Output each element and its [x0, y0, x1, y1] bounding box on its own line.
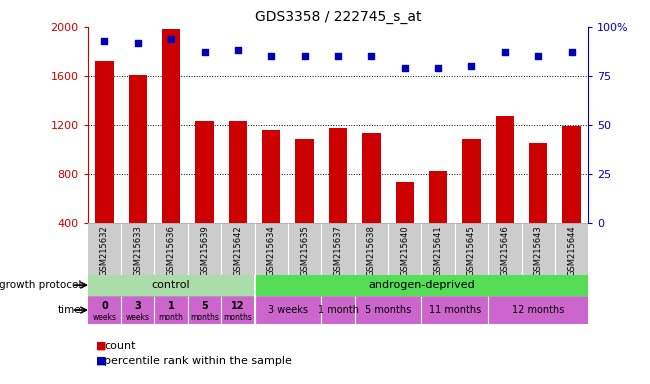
Point: [533, 53, 543, 59]
Text: count: count: [104, 341, 135, 351]
Bar: [88, 275, 255, 296]
Point: [99, 38, 110, 44]
Bar: [462, 139, 480, 272]
Bar: [162, 29, 180, 272]
Text: control: control: [152, 280, 190, 290]
Text: GSM215638: GSM215638: [367, 225, 376, 276]
Point: [300, 53, 310, 59]
Point: [566, 49, 577, 55]
Point: [433, 65, 443, 71]
Point: [400, 65, 410, 71]
Text: ■: ■: [96, 341, 106, 351]
Text: 1: 1: [168, 301, 175, 311]
Text: 1 month: 1 month: [317, 305, 359, 315]
Bar: [496, 116, 514, 272]
Text: ■: ■: [96, 356, 106, 366]
Text: 5 months: 5 months: [365, 305, 411, 315]
Text: 3: 3: [135, 301, 141, 311]
Point: [233, 47, 243, 53]
Text: GSM215642: GSM215642: [233, 225, 242, 276]
Text: weeks: weeks: [92, 313, 116, 322]
Text: GSM215643: GSM215643: [534, 225, 543, 276]
Text: 0: 0: [101, 301, 108, 311]
Bar: [96, 61, 114, 272]
Text: percentile rank within the sample: percentile rank within the sample: [104, 356, 292, 366]
Text: 3 weeks: 3 weeks: [268, 305, 308, 315]
Point: [466, 63, 476, 69]
Text: GSM215633: GSM215633: [133, 225, 142, 276]
Text: GSM215641: GSM215641: [434, 225, 443, 276]
Text: GSM215639: GSM215639: [200, 225, 209, 276]
Text: months: months: [224, 313, 252, 322]
Point: [500, 49, 510, 55]
Text: GSM215637: GSM215637: [333, 225, 343, 276]
Bar: [229, 121, 247, 272]
Bar: [255, 275, 588, 296]
Text: GSM215636: GSM215636: [166, 225, 176, 276]
Point: [133, 40, 143, 46]
Bar: [296, 139, 314, 272]
Point: [200, 49, 210, 55]
Text: GSM215634: GSM215634: [266, 225, 276, 276]
Point: [333, 53, 343, 59]
Text: GSM215632: GSM215632: [100, 225, 109, 276]
Text: androgen-deprived: androgen-deprived: [368, 280, 474, 290]
Bar: [429, 171, 447, 272]
Text: month: month: [159, 313, 183, 322]
Text: 12 months: 12 months: [512, 305, 564, 315]
Bar: [562, 126, 580, 272]
Text: weeks: weeks: [126, 313, 150, 322]
Text: months: months: [190, 313, 219, 322]
Text: GSM215635: GSM215635: [300, 225, 309, 276]
Text: 11 months: 11 months: [428, 305, 481, 315]
Bar: [329, 129, 347, 272]
Text: GSM215645: GSM215645: [467, 225, 476, 276]
Bar: [129, 74, 147, 272]
Point: [266, 53, 276, 59]
Bar: [362, 133, 380, 272]
Text: GSM215646: GSM215646: [500, 225, 510, 276]
Bar: [396, 182, 414, 272]
Bar: [196, 121, 214, 272]
Text: 12: 12: [231, 301, 244, 311]
Text: GSM215644: GSM215644: [567, 225, 576, 276]
Bar: [262, 130, 280, 272]
Text: 5: 5: [201, 301, 208, 311]
Bar: [529, 143, 547, 272]
Text: growth protocol: growth protocol: [0, 280, 81, 290]
Title: GDS3358 / 222745_s_at: GDS3358 / 222745_s_at: [255, 10, 421, 25]
Point: [166, 36, 176, 42]
Text: time: time: [58, 305, 81, 315]
Text: GSM215640: GSM215640: [400, 225, 410, 276]
Point: [366, 53, 376, 59]
